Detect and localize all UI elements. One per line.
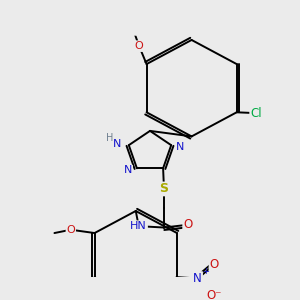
Text: methoxy: methoxy [112,25,154,34]
Text: +: + [202,266,209,275]
Text: S: S [160,182,169,195]
Text: methoxy: methoxy [112,25,154,34]
Text: Cl: Cl [250,106,262,120]
Text: methoxy: methoxy [109,25,158,34]
Text: H: H [106,133,113,143]
Text: O: O [209,258,219,271]
Text: N: N [194,272,202,285]
Text: N: N [176,142,184,152]
Text: N: N [113,139,122,149]
Text: O⁻: O⁻ [206,289,222,300]
Text: O: O [66,225,75,235]
Text: O: O [135,41,143,51]
Text: HN: HN [130,221,147,231]
Text: methoxy: methoxy [112,25,154,34]
Text: N: N [124,166,132,176]
Text: O: O [183,218,192,231]
